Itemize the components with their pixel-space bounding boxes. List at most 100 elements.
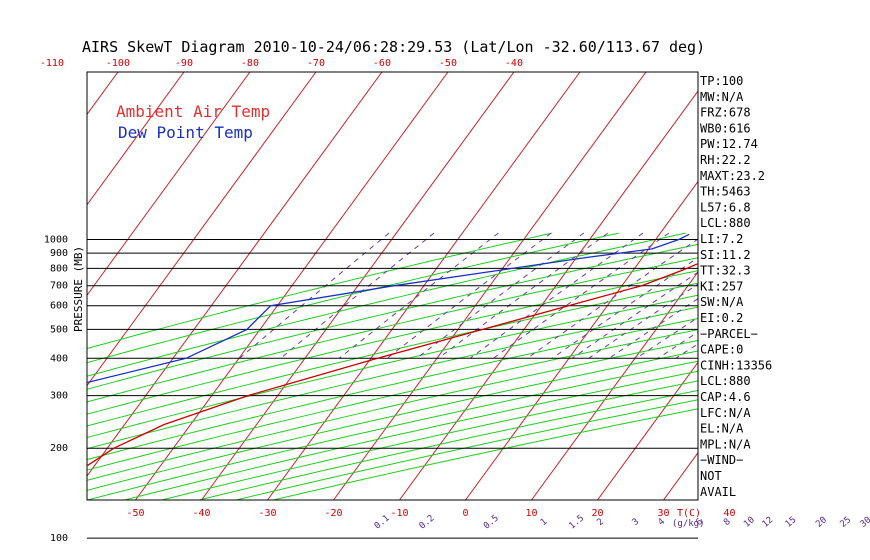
mixing-ratio-label: 10	[742, 515, 757, 530]
pressure-tick-labels: 100 200 300 400 500 600 700 800 900 1000	[44, 234, 68, 544]
mixing-ratio-label: 12	[761, 515, 776, 530]
mixing-ratio-label: 4	[657, 517, 668, 528]
mixing-ratio-label: 30	[859, 515, 870, 530]
index-item: SW:N/A	[700, 295, 744, 309]
mixing-ratio-line	[280, 232, 435, 359]
index-item: FRZ:678	[700, 106, 751, 120]
index-item: KI:257	[700, 279, 743, 293]
legend-dew-point-temp: Dew Point Temp	[118, 123, 253, 142]
mixing-ratio-line	[338, 232, 499, 359]
dry-adiabat-line	[233, 399, 698, 500]
index-item: TT:32.3	[700, 264, 751, 278]
bottom-temp-tick-label: 10	[525, 508, 537, 519]
mixing-ratio-label: 15	[784, 515, 799, 530]
bottom-temp-tick-label: -30	[258, 508, 276, 519]
index-item: MW:N/A	[700, 90, 744, 104]
top-temp-tick-label: -80	[241, 58, 259, 69]
mixing-ratio-line	[386, 232, 552, 359]
mixing-ratio-label: 3	[631, 517, 642, 528]
ambient-air-temp-profile	[87, 262, 698, 467]
top-temp-tick-labels: -120-110-100-90-80-70-60-50-40	[40, 58, 523, 69]
index-item: CAP:4.6	[700, 390, 751, 404]
pressure-tick-label: 600	[50, 301, 68, 312]
dry-adiabat-line	[196, 389, 698, 500]
bottom-temp-tick-label: 40	[723, 508, 735, 519]
index-item: MAXT:23.2	[700, 169, 765, 183]
mixing-ratio-line	[438, 232, 609, 359]
mixing-ratio-label: 0.5	[482, 513, 501, 531]
mixing-ratio-line	[527, 238, 698, 359]
dry-adiabat-line	[87, 318, 698, 461]
index-item: LFC:N/A	[700, 406, 751, 420]
index-item: RH:22.2	[700, 153, 751, 167]
dry-adiabat-line	[87, 294, 698, 439]
dry-adiabat-line	[87, 270, 698, 415]
y-axis-label: PRESSURE (MB)	[72, 246, 85, 332]
dry-adiabat-line	[87, 243, 698, 390]
pressure-tick-label: 900	[50, 248, 68, 259]
bottom-temp-tick-label: 0	[462, 508, 468, 519]
bottom-temp-tick-label: -50	[126, 508, 144, 519]
mixing-ratio-label: 20	[814, 515, 829, 530]
dry-adiabat-line	[87, 232, 552, 350]
legend-ambient-air-temp: Ambient Air Temp	[116, 102, 270, 121]
mixing-ratio-label: 1.5	[567, 513, 586, 531]
bottom-temp-tick-label: 20	[591, 508, 603, 519]
top-temp-tick-label: -70	[307, 58, 325, 69]
top-temp-tick-label: -40	[505, 58, 523, 69]
top-temp-tick-label: -50	[439, 58, 457, 69]
dry-adiabat-line	[87, 306, 698, 450]
dry-adiabat-line	[87, 339, 698, 481]
index-item: TP:100	[700, 74, 743, 88]
dry-adiabat-line	[87, 232, 686, 377]
index-item: EI:0.2	[700, 311, 743, 325]
mixing-ratio-label: 8	[722, 517, 733, 528]
mixing-ratio-label: 0.1	[373, 513, 392, 531]
bottom-temp-tick-label: -10	[390, 508, 408, 519]
pressure-tick-label: 500	[50, 324, 68, 335]
bottom-temp-tick-label: 30	[657, 508, 669, 519]
mixing-ratio-label: 6	[694, 517, 705, 528]
dry-adiabat-line	[87, 329, 698, 471]
index-item: LCL:880	[700, 374, 751, 388]
index-item: AVAIL	[700, 485, 736, 499]
mixing-ratio-line	[609, 298, 698, 359]
index-item: PW:12.74	[700, 137, 758, 151]
dry-adiabat-line	[122, 370, 698, 500]
mixing-ratio-label: 2	[596, 517, 607, 528]
top-temp-tick-label: -60	[373, 58, 391, 69]
dry-adiabat-line	[159, 380, 698, 500]
mixing-ratio-label: 0.2	[418, 513, 437, 531]
dry-adiabat-line	[87, 232, 619, 364]
mixing-ratio-line	[416, 232, 585, 359]
dew-point-temp-profile	[87, 233, 690, 384]
plot-frame	[86, 71, 699, 501]
index-item: SI:11.2	[700, 248, 751, 262]
index-item: NOT	[700, 469, 722, 483]
index-item: CAPE:0	[700, 343, 743, 357]
mixing-ratio-line	[636, 316, 698, 359]
x-axis-label: T(C)	[677, 508, 701, 519]
index-item: LI:7.2	[700, 232, 743, 246]
dry-adiabat-line	[271, 408, 698, 500]
series-lines	[87, 233, 698, 467]
pressure-tick-label: 400	[50, 353, 68, 364]
top-temp-tick-label: -110	[40, 58, 64, 69]
pressure-tick-label: 700	[50, 281, 68, 292]
mixing-unit-label: (g/kg)	[672, 519, 705, 529]
mixing-ratio-line	[493, 232, 670, 359]
dry-adiabat-line	[87, 257, 698, 403]
mixing-ratio-label: 1	[539, 517, 550, 528]
chart-title: AIRS SkewT Diagram 2010-10-24/06:28:29.5…	[82, 38, 705, 56]
isotherm-line	[597, 361, 698, 500]
isotherm-line	[0, 72, 52, 500]
isotherm-line	[87, 72, 185, 206]
pressure-tick-label: 100	[50, 533, 68, 544]
mixing-ratio-label: 25	[838, 515, 853, 530]
index-item: −WIND−	[700, 453, 743, 467]
dry-adiabat-line	[87, 282, 698, 427]
index-item: EL:N/A	[700, 422, 744, 436]
top-temp-tick-label: -90	[175, 58, 193, 69]
pressure-tick-label: 200	[50, 443, 68, 454]
